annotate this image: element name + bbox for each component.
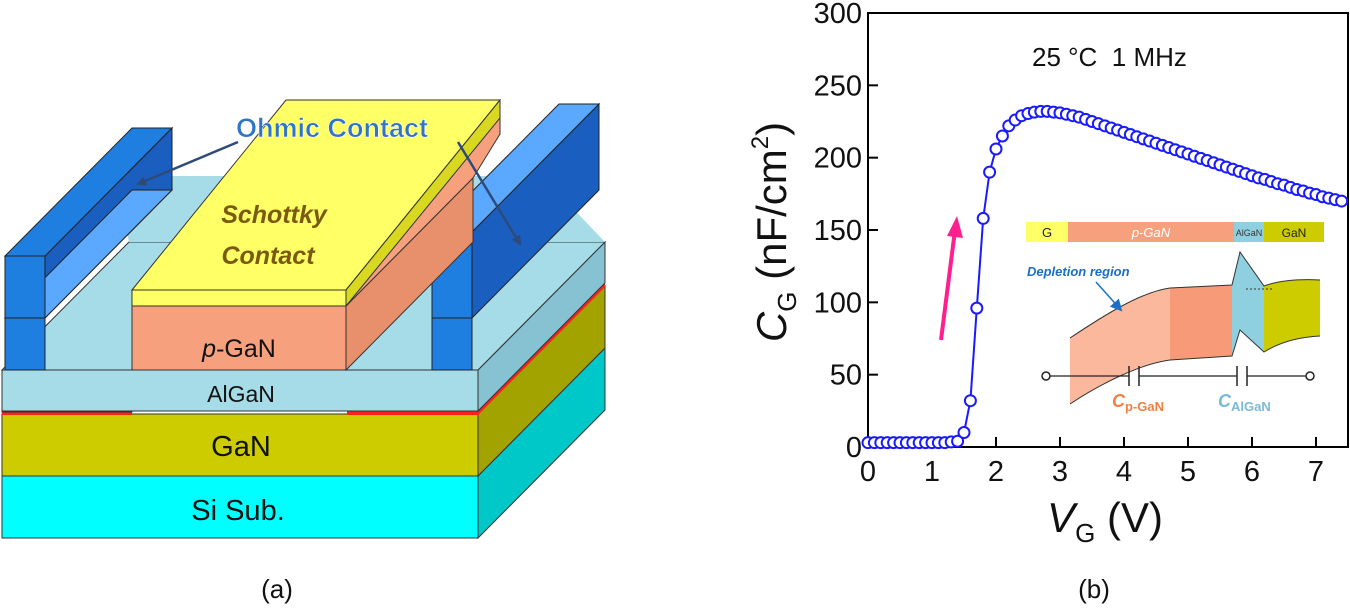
x-tick-label: 2 (988, 456, 1004, 488)
data-point (983, 165, 997, 179)
y-tick-label: 0 (846, 432, 862, 464)
caption-b: (b) (1078, 574, 1110, 604)
inset-pgan-depletion (1070, 288, 1170, 404)
measurement-conditions: 25 °C 1 MHz (1032, 42, 1187, 72)
x-tick-label: 1 (924, 456, 940, 488)
si-substrate (1, 346, 606, 540)
data-point (970, 301, 984, 315)
x-tick-label: 3 (1052, 456, 1068, 488)
ohmic-arrow-left (136, 140, 239, 186)
y-tick-label: 100 (814, 287, 862, 319)
data-point (963, 394, 977, 408)
inset-cap-pgan-label: Cp-GaN (1112, 391, 1164, 414)
device-schematic: Ohmic Contact Schottky Contact p-GaN AlG… (0, 98, 607, 604)
data-point (1335, 194, 1349, 208)
x-tick-label: 5 (1180, 456, 1196, 488)
inset-band-pgan: p-GaN (1131, 225, 1171, 240)
inset-cap-algan-label: CAlGaN (1218, 391, 1271, 414)
y-tick-label: 50 (830, 360, 862, 392)
band-diagram-inset: G p-GaN AlGaN GaN Depletion region Cp-Ga… (1026, 222, 1324, 414)
inset-gan-region (1264, 279, 1320, 352)
ohmic-arrow-right (456, 141, 522, 246)
schottky-label-line1: Schottky (221, 201, 328, 229)
ohmic-label: Ohmic Contact (236, 113, 428, 143)
ohmic-contact-left (3, 126, 174, 371)
x-axis-label: VG (V) (1047, 494, 1163, 548)
algan-label: AlGaN (207, 381, 275, 407)
x-tick-label: 7 (1308, 456, 1324, 488)
data-point (951, 434, 965, 448)
x-axis-ticks: 0 1 2 3 4 5 6 7 (860, 437, 1324, 488)
pgan-label: p-GaN (201, 335, 276, 363)
data-point (976, 211, 990, 225)
sweep-direction-arrow (939, 216, 963, 341)
data-point (957, 426, 971, 440)
schottky-label-line2: Contact (221, 242, 316, 270)
x-tick-label: 4 (1116, 456, 1132, 488)
y-axis-ticks: 0 50 100 150 200 250 300 (814, 0, 878, 464)
si-label: Si Sub. (191, 495, 285, 527)
y-tick-label: 200 (814, 143, 862, 175)
y-tick-label: 150 (814, 215, 862, 247)
inset-pgan-neutral (1170, 285, 1232, 360)
inset-depletion-label: Depletion region (1027, 264, 1130, 279)
y-axis-label: CG (nF/cm2) (747, 122, 802, 342)
y-tick-label: 300 (814, 0, 862, 30)
data-point (989, 142, 1003, 156)
gan-label: GaN (211, 431, 271, 463)
x-tick-label: 6 (1244, 456, 1260, 488)
inset-capacitor-circuit (1041, 366, 1315, 386)
y-tick-label: 250 (814, 70, 862, 102)
cv-data-points (861, 104, 1349, 450)
x-tick-label: 0 (860, 456, 876, 488)
inset-band-g: G (1042, 225, 1052, 240)
data-point (995, 129, 1009, 143)
inset-band-algan: AlGaN (1236, 228, 1263, 238)
pgan-gate (130, 98, 502, 372)
gan-layer (1, 284, 606, 478)
inset-band-gan: GaN (1282, 226, 1307, 240)
caption-a: (a) (261, 574, 293, 604)
